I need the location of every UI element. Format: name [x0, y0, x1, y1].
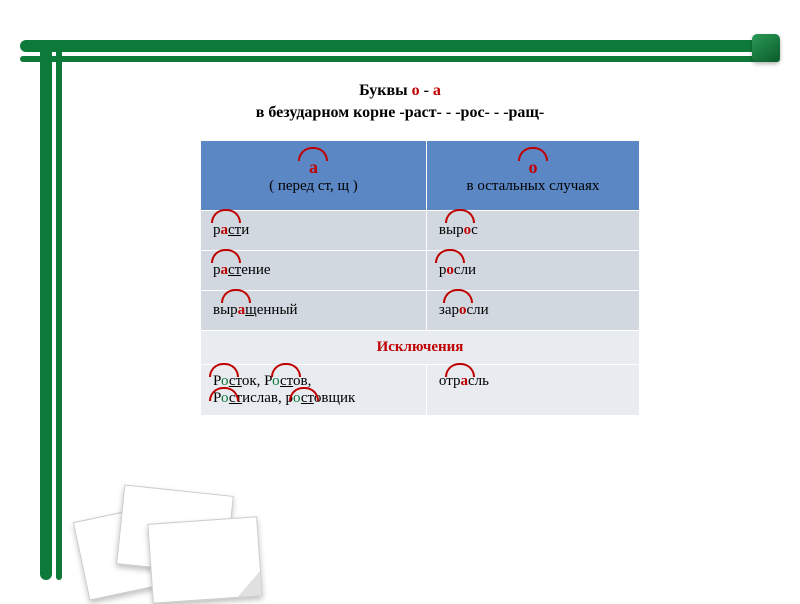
- table-row: растение росли: [201, 251, 640, 291]
- exceptions-label: Исключения: [201, 331, 640, 365]
- arc-icon: [211, 209, 241, 223]
- cell-left: выращенный: [201, 291, 427, 331]
- cell-left: расти: [201, 211, 427, 251]
- arc-icon: [271, 363, 301, 377]
- title-text: -: [420, 82, 433, 99]
- header-letter: а: [309, 157, 318, 178]
- title-letter-o: о: [412, 82, 420, 99]
- arc-icon: [435, 249, 465, 263]
- page-title: Буквы о - а в безударном корне -раст- - …: [0, 80, 800, 125]
- frame-knob: [752, 34, 780, 62]
- header-cell-a: а ( перед ст, щ ): [201, 141, 427, 211]
- table-row: выращенный заросли: [201, 291, 640, 331]
- exc-right-cell: отрасль: [426, 365, 639, 416]
- arc-icon: [221, 289, 251, 303]
- header-letter: о: [528, 157, 537, 178]
- title-line2: в безударном корне -раст- - -рос- - -ращ…: [256, 104, 545, 121]
- header-sub: в остальных случаях: [467, 178, 600, 194]
- arc-icon: [443, 289, 473, 303]
- exceptions-row: Росток, Ростов, Ростислав, ростовщик отр…: [201, 365, 640, 416]
- exc-left-cell: Росток, Ростов, Ростислав, ростовщик: [201, 365, 427, 416]
- title-text: Буквы: [359, 82, 412, 99]
- cell-right: вырос: [426, 211, 639, 251]
- header-cell-o: о в остальных случаях: [426, 141, 639, 211]
- table-header-row: а ( перед ст, щ ) о в остальных случаях: [201, 141, 640, 211]
- arc-icon: [445, 209, 475, 223]
- title-letter-a: а: [433, 82, 441, 99]
- cell-right: росли: [426, 251, 639, 291]
- paper-icon: [147, 516, 262, 603]
- exceptions-header-row: Исключения: [201, 331, 640, 365]
- frame-bar: [20, 56, 780, 62]
- rules-table: а ( перед ст, щ ) о в остальных случаях …: [200, 140, 640, 416]
- header-sub: ( перед ст, щ ): [269, 178, 358, 194]
- frame-bar: [20, 40, 780, 52]
- cell-left: растение: [201, 251, 427, 291]
- arc-icon: [209, 363, 239, 377]
- cell-right: заросли: [426, 291, 639, 331]
- paper-stack-decoration: [80, 470, 260, 590]
- arc-icon: [211, 249, 241, 263]
- table-row: расти вырос: [201, 211, 640, 251]
- arc-icon: [445, 363, 475, 377]
